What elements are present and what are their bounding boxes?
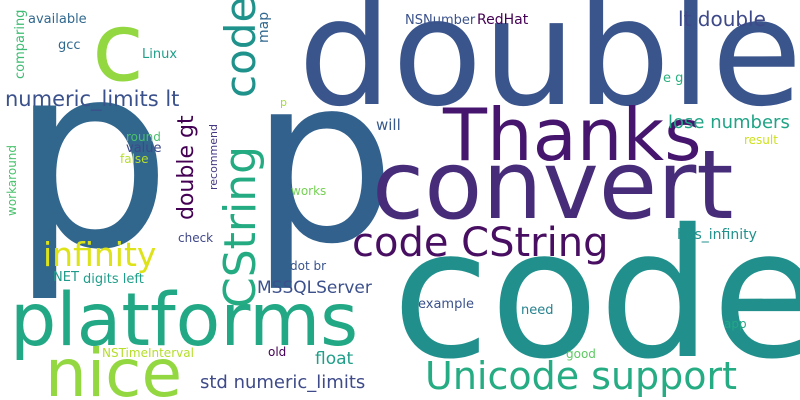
word-app: app [724, 317, 747, 331]
word-works: works [291, 184, 326, 198]
word-need: need [521, 303, 554, 318]
word-nstimeinterval: NSTimeInterval [102, 346, 194, 360]
word-platforms: platforms [10, 278, 358, 363]
word-infinity: infinity [43, 235, 156, 274]
word-lose-numbers: lose numbers [668, 112, 790, 133]
word-unicode-support: Unicode support [425, 354, 737, 398]
word-will: will [376, 116, 401, 134]
word-net: NET [53, 270, 79, 285]
word-p-large: p [10, 9, 172, 306]
word-result: result [744, 133, 778, 147]
word-p-small: p [280, 96, 287, 109]
word-digits-left: digits left [83, 272, 144, 287]
word-cstring-vertical: CString [215, 146, 266, 308]
word-double-large: double [298, 0, 800, 139]
word-good: good [566, 347, 596, 361]
word-has-infinity: has_infinity [677, 227, 757, 243]
word-dot-br: dot br [290, 259, 326, 273]
word-p-second: p [250, 28, 396, 295]
word-linux: Linux [142, 47, 177, 62]
word-code-large: code [392, 191, 800, 398]
word-double-gt: double gt [174, 115, 199, 220]
word-mssqlserver: MSSQLServer [257, 278, 372, 298]
word-std-numeric-limits: std numeric_limits [200, 372, 365, 393]
word-check: check [178, 231, 213, 245]
word-gcc: gcc [58, 38, 81, 53]
word-round: round [126, 130, 161, 144]
word-float: float [315, 349, 354, 369]
word-code-vertical: code [216, 0, 265, 98]
word-redhat: RedHat [477, 12, 529, 28]
word-numeric-limits-lt: numeric_limits lt [5, 87, 179, 112]
word-e-g: e g [663, 71, 683, 86]
word-nice: nice [45, 335, 182, 400]
word-value: value [126, 141, 162, 156]
word-comparing: comparing [13, 10, 28, 79]
word-false: false [120, 152, 149, 166]
word-workaround: workaround [5, 145, 19, 216]
word-code-cstring: code CString [352, 220, 608, 266]
word-recommend: recommend [207, 124, 220, 190]
word-lt-double: lt double [678, 7, 766, 31]
word-convert: convert [372, 131, 734, 241]
word-thanks: Thanks [442, 93, 702, 177]
word-old: old [268, 345, 286, 359]
word-map: map [256, 12, 272, 43]
word-nsnumber: NSNumber [405, 13, 476, 28]
word-c: c [92, 0, 144, 103]
word-available: available [28, 12, 87, 27]
word-example: example [418, 297, 474, 312]
